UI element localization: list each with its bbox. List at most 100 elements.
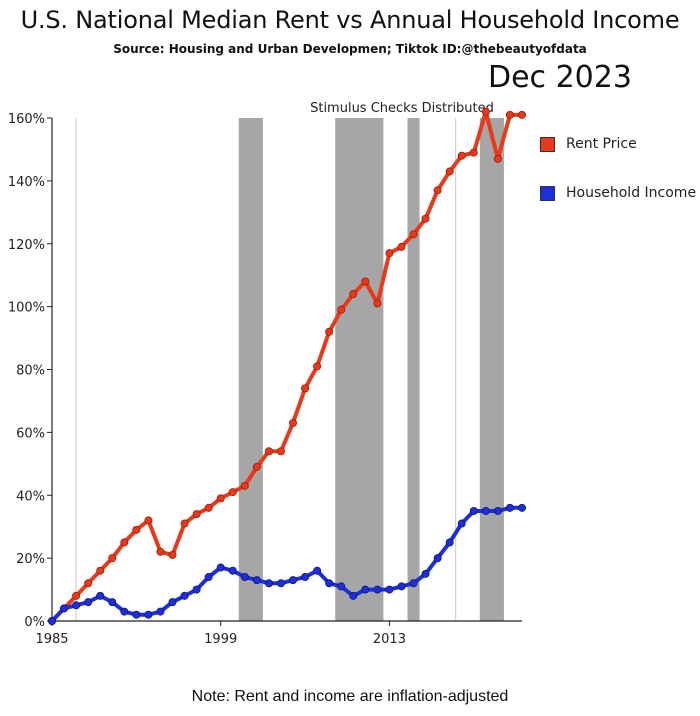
shaded-period-3 [479, 118, 504, 621]
data-point-rent [349, 290, 358, 299]
data-point-rent [180, 519, 189, 528]
data-point-income [168, 598, 177, 607]
shaded-period-1 [335, 118, 384, 621]
data-point-rent [325, 327, 334, 336]
data-point-rent [276, 447, 285, 456]
data-point-income [481, 506, 490, 515]
date-label: Dec 2023 [488, 60, 632, 95]
chart-subtitle: Source: Housing and Urban Developmen; Ti… [113, 42, 587, 56]
data-point-rent [385, 249, 394, 258]
footnote: Note: Rent and income are inflation-adju… [191, 688, 509, 705]
data-point-income [433, 554, 442, 563]
data-point-rent [192, 510, 201, 519]
y-tick-label: 80% [16, 364, 45, 379]
data-point-income [60, 604, 69, 613]
data-point-rent [397, 242, 406, 251]
data-point-rent [469, 148, 478, 157]
data-point-rent [108, 554, 117, 563]
data-point-rent [493, 154, 502, 163]
data-point-income [216, 563, 225, 572]
data-point-income [252, 576, 261, 585]
y-tick-label: 160% [8, 112, 45, 127]
data-point-rent [433, 186, 442, 195]
data-point-rent [264, 447, 273, 456]
data-point-income [325, 579, 334, 588]
legend-item-income: Household Income [540, 184, 696, 202]
data-point-income [72, 601, 81, 610]
legend-item-rent: Rent Price [540, 135, 637, 153]
shaded-period-2 [407, 118, 420, 621]
legend-label-rent: Rent Price [566, 136, 637, 152]
data-point-income [276, 579, 285, 588]
data-point-income [108, 598, 117, 607]
data-point-income [457, 519, 466, 528]
y-tick-label: 120% [8, 238, 45, 253]
data-point-rent [481, 107, 490, 116]
data-point-income [385, 585, 394, 594]
data-point-rent [421, 214, 430, 223]
data-point-rent [289, 418, 298, 427]
data-point-income [505, 503, 514, 512]
data-point-income [180, 591, 189, 600]
data-point-income [445, 538, 454, 547]
data-point-income [337, 582, 346, 591]
data-point-rent [132, 525, 141, 534]
data-point-income [373, 585, 382, 594]
data-point-rent [72, 591, 81, 600]
data-point-income [228, 566, 237, 575]
data-point-income [84, 598, 93, 607]
y-tick-label: 0% [24, 615, 45, 630]
data-point-income [156, 607, 165, 616]
x-tick-label: 1985 [35, 632, 68, 647]
data-point-rent [445, 167, 454, 176]
data-point-rent [313, 362, 322, 371]
data-point-rent [96, 566, 105, 575]
y-tick-label: 20% [16, 552, 45, 567]
x-tick-label: 2013 [373, 632, 406, 647]
data-point-rent [301, 384, 310, 393]
data-point-rent [518, 110, 527, 119]
y-tick-label: 60% [16, 426, 45, 441]
data-point-income [421, 569, 430, 578]
data-point-income [361, 585, 370, 594]
data-point-income [289, 576, 298, 585]
data-point-income [96, 591, 105, 600]
data-point-income [349, 591, 358, 600]
data-point-rent [505, 110, 514, 119]
data-point-rent [216, 494, 225, 503]
data-point-rent [84, 579, 93, 588]
data-point-rent [337, 305, 346, 314]
legend-swatch-rent [540, 136, 555, 152]
data-point-income [132, 610, 141, 619]
annotation-stimulus: Stimulus Checks Distributed [310, 101, 494, 116]
data-point-income [48, 617, 57, 626]
y-tick-label: 140% [8, 175, 45, 190]
data-point-rent [120, 538, 129, 547]
data-point-rent [373, 299, 382, 308]
data-point-income [120, 607, 129, 616]
shaded-period-0 [238, 118, 263, 621]
series-line-rent [50, 109, 524, 623]
data-point-income [204, 572, 213, 581]
data-point-rent [252, 462, 261, 471]
data-point-income [192, 585, 201, 594]
data-point-income [240, 572, 249, 581]
data-point-income [397, 582, 406, 591]
legend-swatch-income [540, 185, 555, 201]
data-point-income [301, 572, 310, 581]
data-point-rent [204, 503, 213, 512]
y-tick-label: 100% [8, 301, 45, 316]
data-point-rent [457, 151, 466, 160]
data-point-income [264, 579, 273, 588]
data-point-income [469, 506, 478, 515]
chart-title: U.S. National Median Rent vs Annual Hous… [20, 6, 680, 34]
data-point-income [409, 579, 418, 588]
data-point-rent [156, 547, 165, 556]
y-tick-label: 40% [16, 489, 45, 504]
data-point-rent [168, 550, 177, 559]
series-line-income [50, 505, 524, 623]
x-tick-label: 1999 [204, 632, 237, 647]
data-point-income [144, 610, 153, 619]
data-point-rent [228, 488, 237, 497]
